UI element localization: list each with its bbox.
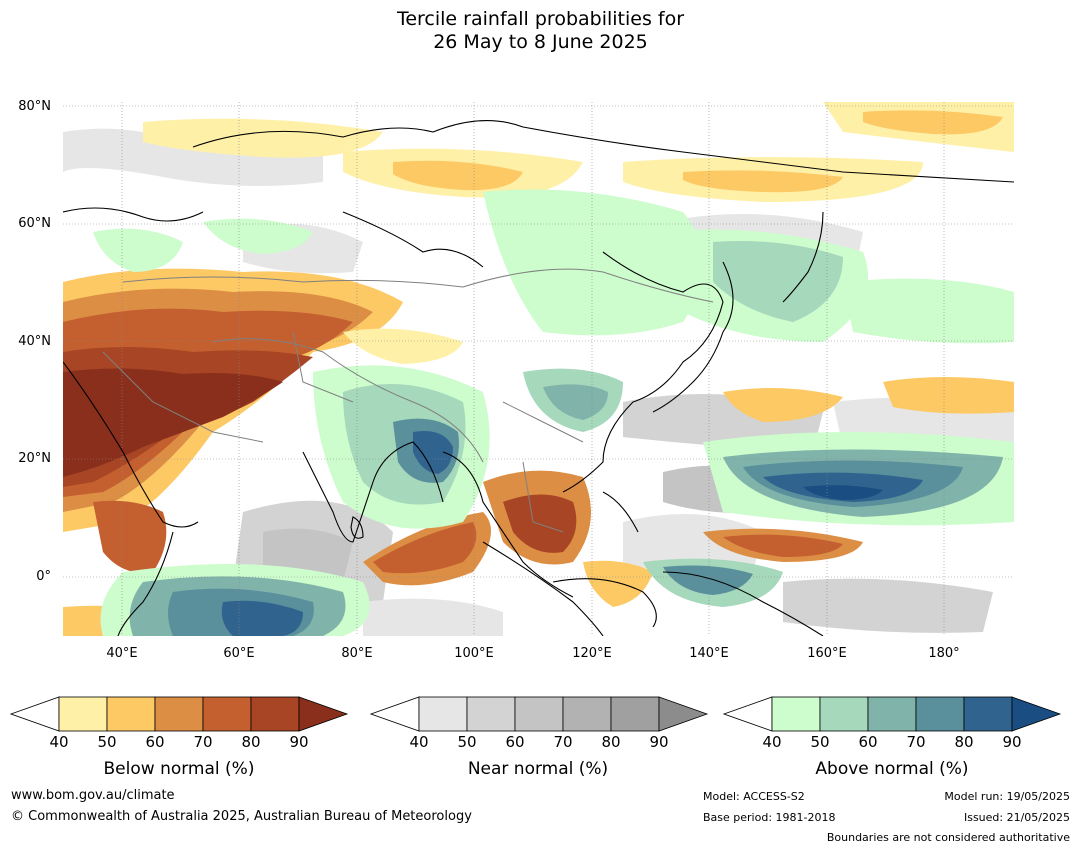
chart-title: Tercile rainfall probabilities for 26 Ma… (0, 8, 1081, 54)
probability-map (63, 102, 1014, 636)
coastlines (63, 120, 1014, 636)
lon-label-40e: 40°E (106, 646, 138, 661)
lon-label-80e: 80°E (341, 646, 373, 661)
model-run-text: Model run: 19/05/2025 (944, 790, 1070, 803)
lon-label-100e: 100°E (454, 646, 494, 661)
near-tick-80: 80 (601, 733, 621, 751)
below-tick-70: 70 (193, 733, 213, 751)
lat-label-40n: 40°N (18, 334, 51, 349)
above-tick-60: 60 (858, 733, 878, 751)
near-normal-title: Near normal (%) (467, 759, 609, 779)
below-tick-50: 50 (97, 733, 117, 751)
lat-label-20n: 20°N (18, 451, 51, 466)
above-tick-50: 50 (810, 733, 830, 751)
title-line-1: Tercile rainfall probabilities for (396, 8, 685, 30)
above-normal-colorbar (723, 696, 1062, 732)
near-tick-90: 90 (649, 733, 669, 751)
map-svg (63, 102, 1014, 636)
near-tick-60: 60 (505, 733, 525, 751)
lat-label-0: 0° (36, 569, 51, 584)
website-link[interactable]: www.bom.gov.au/climate (11, 788, 175, 803)
near-tick-70: 70 (553, 733, 573, 751)
disclaimer-text: Boundaries are not considered authoritat… (826, 831, 1070, 844)
title-line-2: 26 May to 8 June 2025 (433, 31, 648, 53)
above-tick-40: 40 (762, 733, 782, 751)
below-normal-title: Below normal (%) (103, 759, 255, 779)
base-period-text: Base period: 1981-2018 (703, 811, 836, 824)
near-tick-40: 40 (409, 733, 429, 751)
above-normal-title: Above normal (%) (815, 759, 969, 779)
below-tick-90: 90 (289, 733, 309, 751)
lon-label-180: 180° (928, 646, 960, 661)
graticule (63, 102, 1014, 636)
below-tick-80: 80 (241, 733, 261, 751)
model-text: Model: ACCESS-S2 (703, 790, 805, 803)
country-borders (102, 268, 714, 533)
lon-label-60e: 60°E (223, 646, 255, 661)
lat-label-80n: 80°N (18, 99, 51, 114)
lon-label-120e: 120°E (572, 646, 612, 661)
below-normal-colorbar (10, 696, 349, 732)
lon-label-140e: 140°E (689, 646, 729, 661)
lat-label-60n: 60°N (18, 216, 51, 231)
below-tick-60: 60 (145, 733, 165, 751)
above-tick-80: 80 (954, 733, 974, 751)
near-normal-colorbar (370, 696, 709, 732)
above-tick-90: 90 (1002, 733, 1022, 751)
issued-text: Issued: 21/05/2025 (963, 811, 1070, 824)
near-tick-50: 50 (457, 733, 477, 751)
below-tick-40: 40 (49, 733, 69, 751)
lon-label-160e: 160°E (807, 646, 847, 661)
copyright-text: © Commonwealth of Australia 2025, Austra… (11, 809, 472, 824)
above-tick-70: 70 (906, 733, 926, 751)
